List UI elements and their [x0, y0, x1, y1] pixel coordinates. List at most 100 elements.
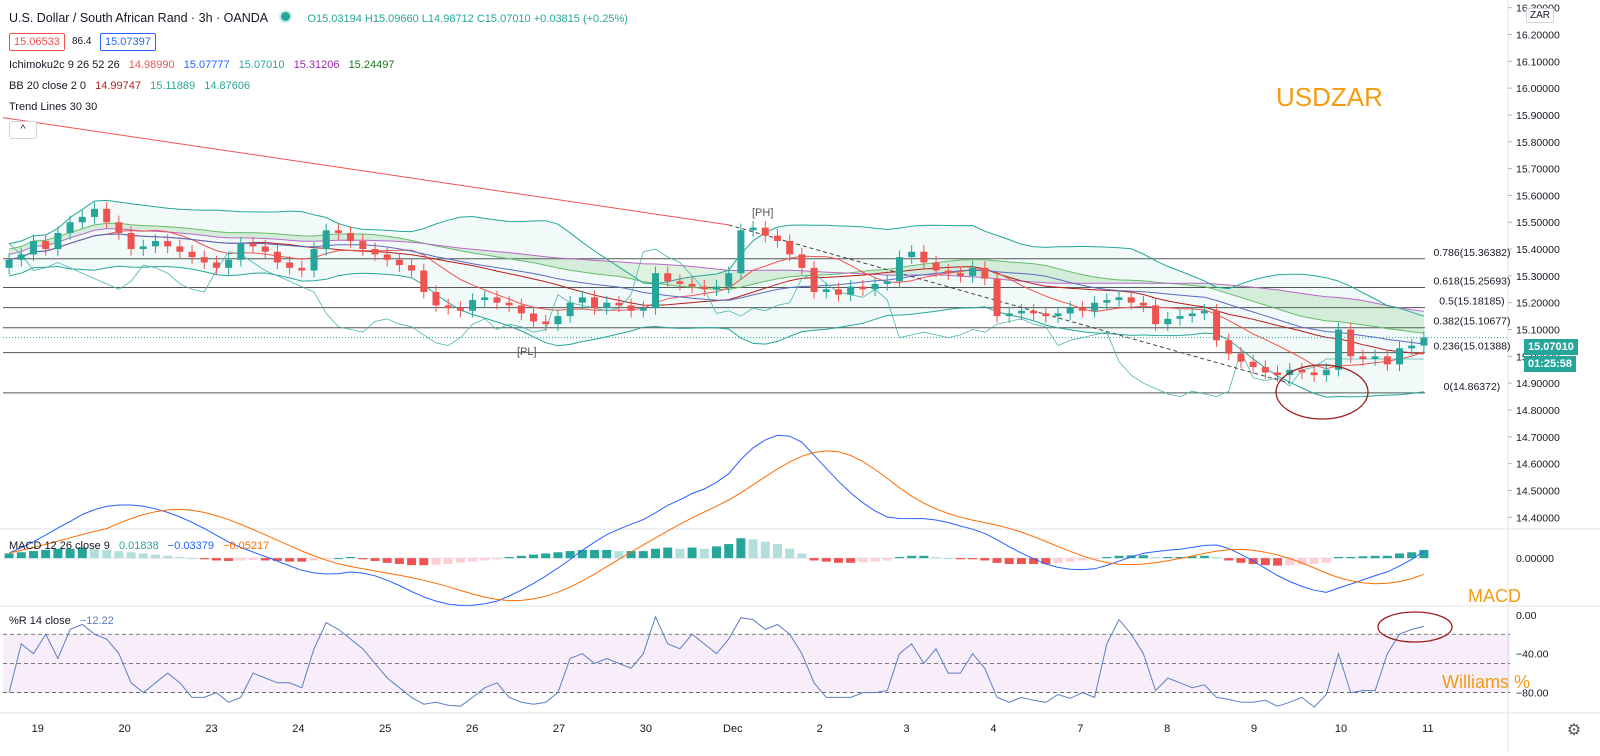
ichimoku-base	[8, 233, 1424, 345]
macd-histogram-bar	[1016, 558, 1026, 564]
candle-body	[652, 273, 660, 309]
candle-body	[1237, 353, 1245, 362]
candle-body	[688, 283, 696, 287]
macd-histogram-bar	[1163, 556, 1173, 559]
wr-legend[interactable]: %R 14 close −12.22	[9, 615, 120, 627]
macd-histogram-bar	[736, 538, 746, 559]
candle-body	[249, 243, 257, 247]
time-axis-label: 27	[553, 723, 565, 735]
macd-histogram-bar	[833, 558, 843, 563]
macd-legend[interactable]: MACD 12 26 close 9 0.01838 −0.03379 −0.0…	[9, 540, 275, 552]
macd-histogram-bar	[1358, 556, 1368, 559]
time-axis-label: 10	[1335, 723, 1347, 735]
candle-body	[591, 297, 599, 309]
macd-histogram-bar	[809, 558, 819, 561]
time-axis-label: 3	[904, 723, 910, 735]
candle-body	[286, 262, 294, 268]
macd-histogram-bar	[992, 558, 1002, 563]
candle-body	[578, 297, 586, 303]
bb-name: BB 20 close 2 0	[9, 80, 87, 92]
macd-histogram-bar	[150, 554, 160, 559]
candle-body	[432, 291, 440, 306]
price-axis-label: 15.10000	[1516, 325, 1560, 337]
candle-body	[1115, 297, 1123, 301]
candle-body	[981, 267, 989, 279]
candle-body	[993, 278, 1001, 317]
bb-legend[interactable]: BB 20 close 2 0 14.99747 15.11889 14.876…	[9, 80, 256, 92]
ichimoku-span-b	[8, 228, 1424, 312]
sell-price-button[interactable]: 15.06533	[9, 33, 65, 51]
macd-histogram-bar	[89, 548, 99, 559]
time-axis-label: 8	[1164, 723, 1170, 735]
macd-histogram-bar	[943, 558, 953, 560]
macd-histogram-bar	[272, 558, 282, 561]
candle-body	[273, 251, 281, 263]
candle-body	[66, 222, 74, 233]
time-axis-label: 23	[205, 723, 217, 735]
macd-histogram-bar	[419, 558, 429, 566]
ichimoku-legend[interactable]: Ichimoku2c 9 26 52 26 14.98990 15.07777 …	[9, 59, 400, 71]
time-axis-label: 4	[990, 723, 996, 735]
candle-body	[493, 297, 501, 303]
candle-body	[200, 257, 208, 263]
price-axis-label: 16.00000	[1516, 83, 1560, 95]
macd-histogram-bar	[529, 554, 539, 559]
candle-body	[1298, 369, 1306, 373]
wr-line	[8, 615, 1425, 708]
candle-body	[115, 222, 123, 233]
macd-histogram-bar	[785, 548, 795, 559]
ichimoku-value-2: 15.07777	[183, 59, 230, 71]
candle-body	[139, 246, 147, 250]
symbol-title[interactable]: U.S. Dollar / South African Rand · 3h · …	[9, 11, 268, 25]
macd-histogram-bar	[1236, 558, 1246, 563]
macd-histogram-bar	[309, 558, 319, 561]
candle-body	[383, 254, 391, 260]
candle-body	[1103, 300, 1111, 303]
candle-body	[834, 289, 842, 295]
trendlines-legend[interactable]: Trend Lines 30 30	[9, 101, 103, 113]
candle-body	[1127, 297, 1135, 303]
candle-body	[176, 246, 184, 252]
macd-histogram-bar	[260, 558, 270, 561]
price-axis-label: 14.80000	[1516, 405, 1560, 417]
price-axis-label: 14.40000	[1516, 512, 1560, 524]
macd-histogram-bar	[41, 549, 51, 559]
macd-histogram-bar	[480, 558, 490, 561]
candle-body	[1274, 372, 1282, 376]
candle-body	[1225, 340, 1233, 354]
candle-body	[761, 227, 769, 236]
buy-price-button[interactable]: 15.07397	[100, 33, 156, 51]
candle-body	[347, 232, 355, 242]
collapse-legend-button[interactable]: ^	[9, 121, 37, 139]
trend-line-dashed	[728, 224, 1290, 384]
macd-histogram-bar	[126, 552, 136, 559]
candle-body	[627, 305, 635, 311]
macd-histogram-bar	[77, 547, 87, 559]
macd-histogram-bar	[16, 552, 26, 559]
macd-histogram-bar	[1090, 558, 1100, 560]
macd-histogram-bar	[4, 553, 14, 559]
macd-histogram-bar	[1102, 556, 1112, 559]
macd-histogram-bar	[712, 546, 721, 559]
time-axis-label: 9	[1251, 723, 1257, 735]
time-axis-label: 11	[1422, 723, 1433, 735]
macd-histogram-bar	[1151, 556, 1161, 559]
settings-gear-icon[interactable]: ⚙	[1567, 722, 1581, 739]
macd-histogram-bar	[577, 549, 587, 559]
wr-axis-label: −40.00	[1516, 649, 1549, 661]
candle-body	[1249, 361, 1257, 368]
candle-body	[1310, 372, 1318, 376]
candle-body	[78, 216, 86, 223]
williams-annotation: Williams %	[1442, 672, 1530, 692]
macd-histogram-bar	[614, 551, 624, 559]
macd-histogram-bar	[1004, 558, 1014, 564]
candle-body	[1030, 310, 1038, 314]
candle-body	[371, 249, 379, 255]
macd-histogram-bar	[65, 548, 75, 559]
macd-value-1: 0.01838	[118, 540, 159, 552]
macd-histogram-bar	[675, 548, 685, 559]
candle-body	[883, 281, 891, 284]
macd-histogram-bar	[431, 558, 441, 565]
macd-histogram-bar	[748, 539, 758, 559]
